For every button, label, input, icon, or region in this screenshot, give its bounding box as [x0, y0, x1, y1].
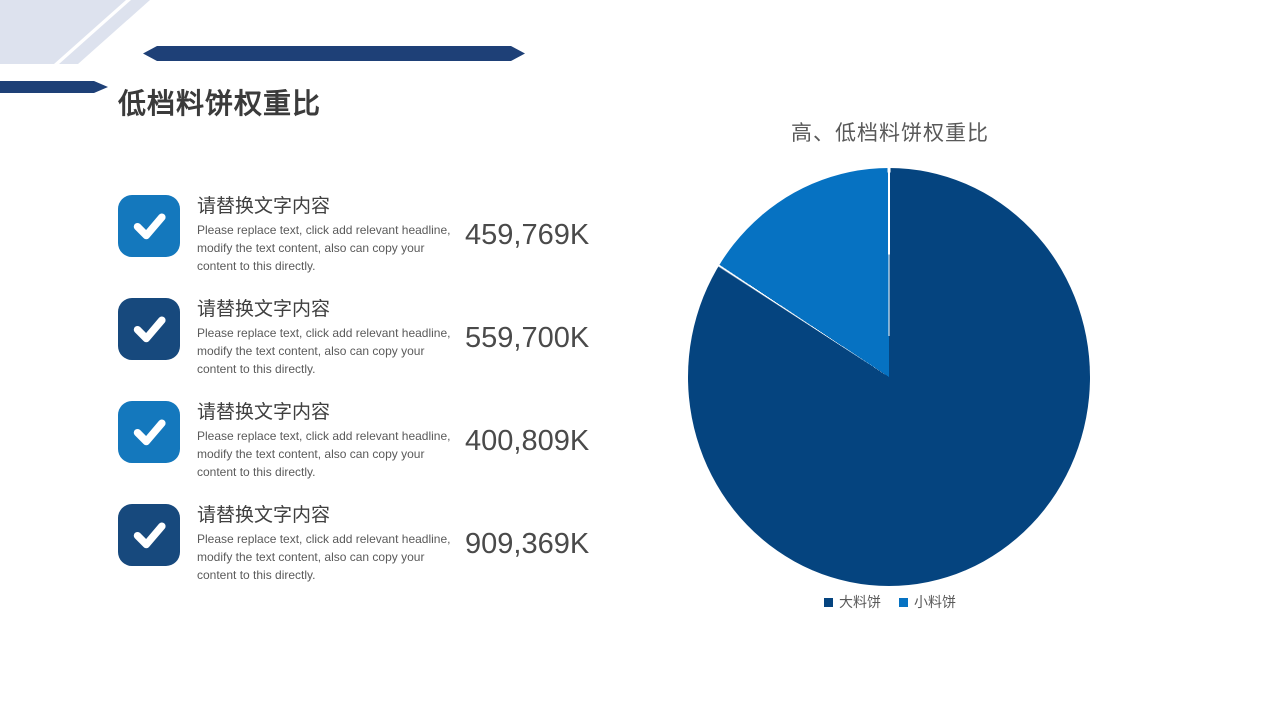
- chart-title: 高、低档料饼权重比: [791, 122, 989, 145]
- check-icon-glyph: [133, 522, 166, 549]
- legend-swatch-icon: [899, 597, 908, 607]
- list-item-heading: 请替换文字内容: [197, 402, 331, 423]
- check-icon-glyph: [133, 316, 166, 343]
- list-item-heading: 请替换文字内容: [197, 196, 331, 217]
- list-item-body: Please replace text, click add relevant …: [197, 223, 451, 273]
- list-item-body: Please replace text, click add relevant …: [197, 429, 451, 479]
- list-item-text: 请替换文字内容 Please replace text, click add r…: [197, 298, 459, 378]
- list-item-text: 请替换文字内容 Please replace text, click add r…: [197, 401, 459, 481]
- check-icon-glyph: [133, 419, 166, 446]
- list-item-heading: 请替换文字内容: [197, 299, 331, 320]
- check-icon: [118, 504, 180, 566]
- list-item-text: 请替换文字内容 Please replace text, click add r…: [197, 504, 459, 584]
- legend-swatch-icon: [824, 597, 833, 607]
- chart-legend: 大料饼 小料饼: [690, 592, 1090, 612]
- check-icon: [118, 401, 180, 463]
- list-item-value: 459,769K: [465, 219, 590, 251]
- pie-chart: [688, 168, 1090, 586]
- list-item: 请替换文字内容 Please replace text, click add r…: [118, 401, 590, 493]
- list-item: 请替换文字内容 Please replace text, click add r…: [118, 298, 590, 390]
- legend-label: 大料饼: [839, 594, 881, 610]
- top-arrow-decoration: [143, 46, 525, 61]
- list-item-value: 559,700K: [465, 322, 590, 354]
- legend-entry: 大料饼: [824, 592, 881, 612]
- list-item: 请替换文字内容 Please replace text, click add r…: [118, 195, 590, 287]
- list-item-value: 400,809K: [465, 425, 590, 457]
- corner-decoration: [0, 0, 150, 64]
- list-item-text: 请替换文字内容 Please replace text, click add r…: [197, 195, 459, 275]
- list-item-heading: 请替换文字内容: [197, 505, 331, 526]
- list-item-body: Please replace text, click add relevant …: [197, 532, 451, 582]
- check-icon: [118, 195, 180, 257]
- legend-entry: 小料饼: [899, 592, 956, 612]
- check-icon: [118, 298, 180, 360]
- list-item-value: 909,369K: [465, 528, 590, 560]
- check-icon-glyph: [133, 213, 166, 240]
- list-item: 请替换文字内容 Please replace text, click add r…: [118, 504, 590, 596]
- left-arrow-decoration: [0, 81, 108, 93]
- list-item-body: Please replace text, click add relevant …: [197, 326, 451, 376]
- legend-label: 小料饼: [914, 594, 956, 610]
- page-title: 低档料饼权重比: [118, 88, 322, 119]
